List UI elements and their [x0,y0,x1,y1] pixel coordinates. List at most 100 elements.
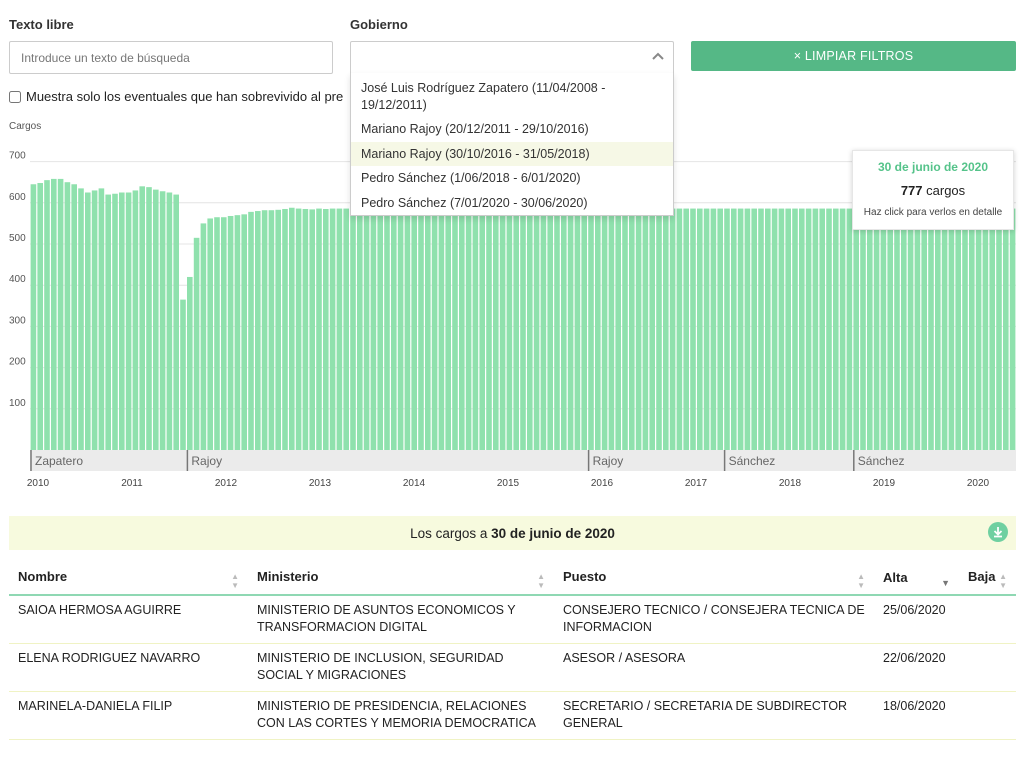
sort-icon[interactable]: ▲ ▼ [857,571,865,590]
chart-bar[interactable] [98,188,105,450]
chart-bar[interactable] [962,208,968,450]
sort-icon[interactable]: ▲ ▼ [231,571,239,590]
chart-bar[interactable] [731,208,737,450]
chart-bar[interactable] [873,208,880,450]
chart-bar[interactable] [744,208,751,450]
chart-bar[interactable] [894,208,900,450]
chart-bar[interactable] [227,215,234,450]
chart-bar[interactable] [826,208,832,450]
gobierno-option-highlighted[interactable]: Mariano Rajoy (30/10/2016 - 31/05/2018) [351,141,673,166]
download-icon[interactable] [988,522,1008,542]
chart-bar[interactable] [370,208,377,450]
chart-bar[interactable] [880,208,887,450]
chart-bar[interactable] [805,208,812,450]
chart-bar[interactable] [751,208,757,450]
chart-bar[interactable] [860,208,866,450]
gobierno-option[interactable]: Mariano Rajoy (20/12/2011 - 29/10/2016) [361,122,589,136]
chart-bar[interactable] [418,208,424,450]
chart-bar[interactable] [207,218,213,450]
chart-bar[interactable] [132,190,139,450]
chart-bar[interactable] [554,208,560,450]
table-row[interactable]: SAIOA HERMOSA AGUIRRE MINISTERIO DE ASUNT… [9,595,1016,644]
chart-bar[interactable] [125,192,132,451]
chart-bar[interactable] [357,208,363,450]
chart-bar[interactable] [989,208,995,450]
chart-bar[interactable] [214,217,220,450]
chart-bar[interactable] [105,194,111,450]
column-header-nombre[interactable]: Nombre ▲ ▼ [9,564,248,596]
chart-bar[interactable] [1003,208,1009,450]
chart-bar[interactable] [690,208,696,450]
chart-bar[interactable] [85,192,91,451]
chart-bar[interactable] [601,208,608,450]
chart-bar[interactable] [248,211,254,450]
chart-bar[interactable] [411,208,417,450]
chart-bar[interactable] [404,208,411,450]
chart-bar[interactable] [486,208,492,450]
chart-bar[interactable] [819,208,825,450]
gobierno-select[interactable] [350,41,674,74]
chart-bar[interactable] [268,210,275,450]
chart-bar[interactable] [363,208,370,450]
chart-bar[interactable] [948,208,955,450]
chart-bar[interactable] [928,208,934,450]
chart-bar[interactable] [935,208,941,450]
chart-bar[interactable] [907,208,914,450]
chart-bar[interactable] [431,208,438,450]
chart-bar[interactable] [792,208,798,450]
chart-bar[interactable] [833,208,839,450]
chart-bar[interactable] [71,184,77,450]
survivors-checkbox[interactable] [9,90,21,103]
chart-bar[interactable] [350,208,356,450]
chart-bar[interactable] [969,208,975,450]
chart-bar[interactable] [799,208,805,450]
chart-bar[interactable] [112,193,118,450]
search-input[interactable] [9,41,333,74]
chart-bar[interactable] [914,208,921,450]
chart-bar[interactable] [683,208,689,450]
chart-bar[interactable] [921,208,927,450]
chart-bar[interactable] [282,208,288,450]
chart-bar[interactable] [812,208,819,450]
chart-bar[interactable] [377,208,383,450]
chart-bar[interactable] [635,208,642,450]
chart-bar[interactable] [329,208,336,450]
gobierno-option[interactable]: Pedro Sánchez (1/06/2018 - 6/01/2020) [361,171,581,185]
chart-bar[interactable] [316,208,322,450]
chevron-up-icon[interactable] [652,51,664,63]
chart-bar[interactable] [622,208,628,450]
chart-bar[interactable] [64,182,71,450]
chart-bar[interactable] [30,184,37,450]
chart-bar[interactable] [180,299,186,450]
chart-bar[interactable] [459,208,465,450]
sort-icon[interactable]: ▲ ▼ [999,571,1007,590]
chart-bar[interactable] [710,208,717,450]
table-row[interactable]: ELENA RODRIGUEZ NAVARRO MINISTERIO DE INC… [9,643,1016,692]
chart-bar[interactable] [200,223,207,450]
chart-bar[interactable] [261,210,268,450]
chart-bar[interactable] [765,208,771,450]
chart-bar[interactable] [853,208,859,450]
chart-bar[interactable] [975,208,982,450]
chart-bar[interactable] [336,208,343,450]
chart-bar[interactable] [561,208,567,450]
chart-bar[interactable] [173,194,179,450]
chart-bar[interactable] [839,208,846,450]
cargos-bar-chart[interactable]: Cargos 100 200 300 400 500 600 700 Zapatero Rajoy… [0,118,1024,493]
chart-bar[interactable] [44,180,50,450]
chart-bar[interactable] [941,208,948,450]
chart-bar[interactable] [547,208,553,450]
gobierno-option[interactable]: José Luis Rodríguez Zapatero (11/04/2008… [361,81,606,112]
chart-bar[interactable] [493,208,499,450]
chart-bar[interactable] [139,186,145,450]
chart-bar[interactable] [846,208,853,450]
chart-bar[interactable] [785,208,791,450]
chart-bar[interactable] [221,217,227,450]
chart-bar[interactable] [91,190,98,450]
chart-bar[interactable] [323,208,329,450]
chart-bar[interactable] [697,208,703,450]
chart-bar[interactable] [289,207,295,450]
chart-bar[interactable] [608,208,615,450]
chart-bar[interactable] [472,208,479,450]
chart-bar[interactable] [255,211,261,450]
